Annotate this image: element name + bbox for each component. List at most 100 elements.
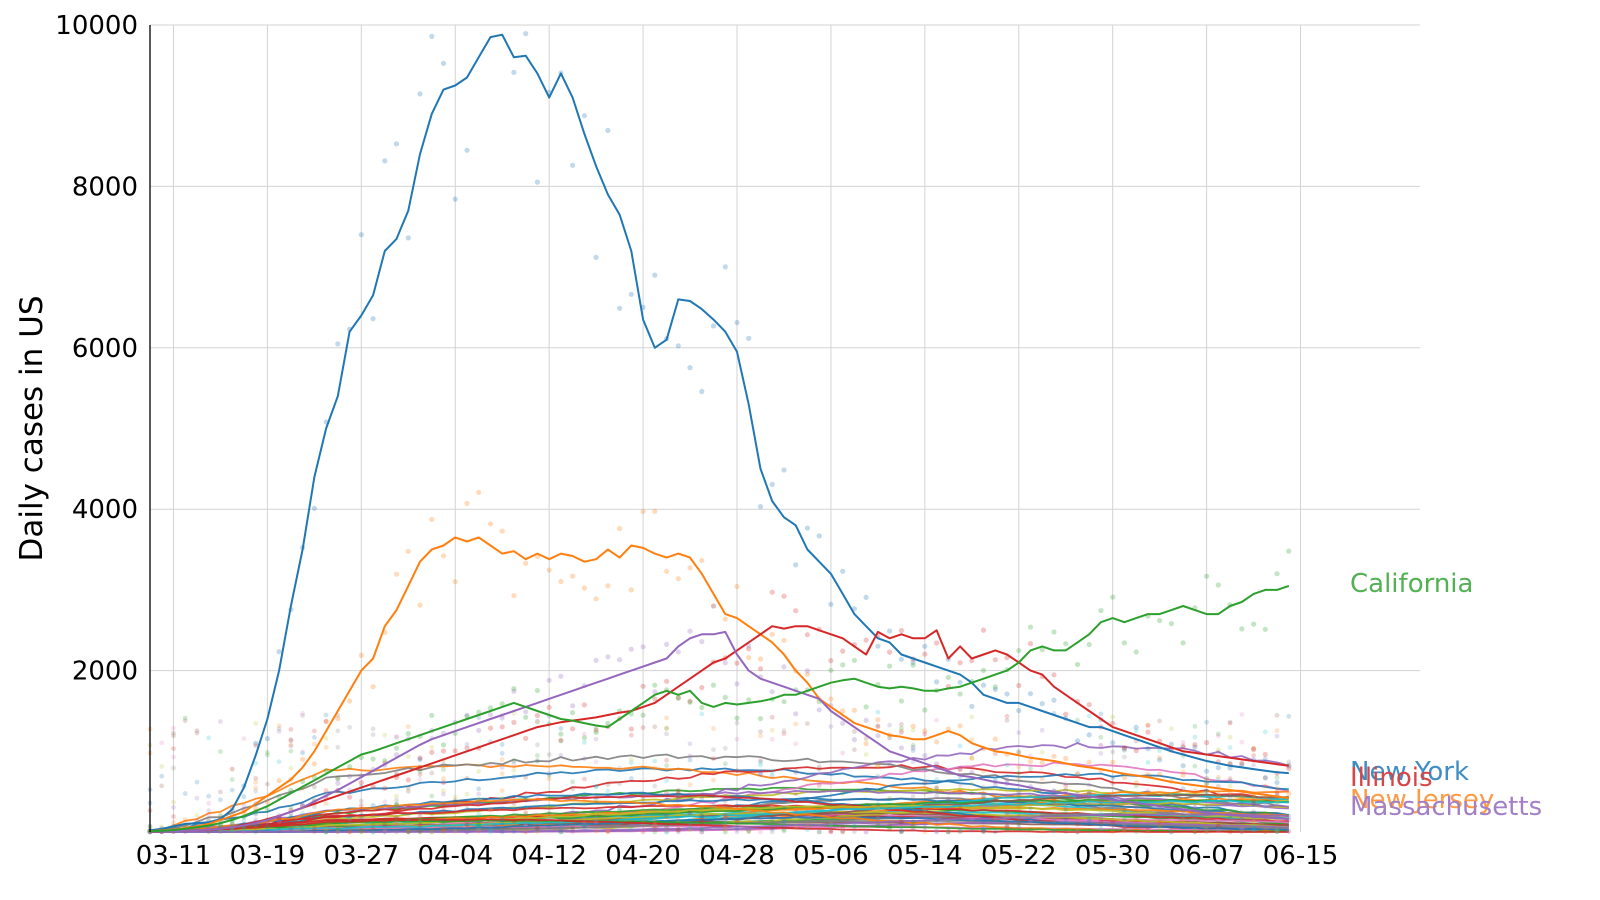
data-point (488, 827, 493, 833)
x-tick-labels: 03-11 03-19 03-27 04-04 04-12 04-20 04-28 05-06… (136, 841, 1339, 871)
x-tick-label: 05-30 (1075, 841, 1151, 871)
series-line-illinois (150, 625, 1289, 833)
data-point (1204, 781, 1209, 787)
data-point (922, 807, 928, 812)
data-point (229, 821, 235, 827)
data-point (910, 800, 916, 806)
data-point (758, 818, 763, 823)
data-point (429, 744, 435, 750)
data-point (640, 795, 646, 801)
data-point (1215, 747, 1221, 753)
data-point (1110, 775, 1116, 781)
data-point (1039, 760, 1045, 766)
y-tick-labels: 2000 4000 6000 8000 10000 (55, 11, 138, 687)
data-point (934, 828, 939, 834)
data-point (488, 829, 493, 835)
data-point (405, 828, 411, 834)
data-point (722, 264, 728, 270)
data-point (687, 565, 693, 571)
data-point (699, 704, 705, 711)
data-point (992, 657, 998, 663)
data-point (1039, 794, 1045, 800)
data-point (863, 704, 869, 710)
data-point (863, 752, 869, 757)
data-point (405, 829, 411, 835)
data-point (1016, 820, 1022, 826)
data-point (558, 738, 564, 744)
data-point (887, 649, 893, 655)
data-point (523, 709, 529, 715)
data-point (1110, 791, 1116, 797)
data-point (394, 822, 399, 828)
data-point (487, 521, 494, 527)
data-point (945, 798, 951, 803)
data-point (1274, 789, 1280, 795)
data-point (171, 746, 176, 751)
data-point (440, 553, 447, 559)
data-point (159, 764, 165, 769)
data-point (981, 828, 986, 833)
data-point (1063, 829, 1069, 834)
data-point (476, 823, 482, 829)
data-point (487, 705, 494, 711)
data-point (793, 608, 799, 614)
data-point (1063, 783, 1069, 789)
data-point (1239, 739, 1245, 745)
data-point (675, 817, 681, 823)
data-point (957, 829, 963, 835)
data-point (875, 802, 881, 807)
data-point (1051, 798, 1057, 804)
data-point (535, 794, 540, 799)
data-point (1180, 815, 1186, 820)
data-point (652, 689, 658, 695)
data-point (1039, 776, 1045, 782)
data-point (722, 790, 728, 796)
data-point (664, 763, 669, 768)
data-point (934, 813, 939, 819)
data-point (1157, 718, 1162, 724)
data-point (358, 816, 364, 821)
data-point (194, 728, 200, 733)
data-point (922, 707, 928, 713)
data-point (253, 826, 259, 832)
x-tick-label: 04-12 (511, 841, 587, 871)
data-point (464, 823, 470, 828)
state-series-line (149, 813, 1289, 833)
data-point (605, 827, 611, 833)
data-point (370, 316, 376, 322)
data-point (675, 576, 681, 582)
data-point (1063, 817, 1069, 823)
data-point (1063, 788, 1069, 794)
data-point (1016, 648, 1022, 654)
data-point (957, 783, 963, 788)
data-point (370, 826, 376, 832)
data-point (605, 127, 611, 134)
data-point (1251, 753, 1256, 758)
data-point (1145, 820, 1151, 826)
data-point (253, 721, 259, 726)
data-point (265, 824, 270, 829)
data-point (1274, 728, 1280, 734)
data-point (899, 819, 904, 825)
data-point (276, 649, 282, 655)
end-label-massachusetts: Massachusetts (1350, 792, 1542, 822)
data-point (793, 741, 799, 747)
data-point (499, 742, 505, 747)
data-point (570, 573, 576, 579)
data-point (1215, 733, 1221, 739)
data-point (218, 828, 223, 834)
data-point (593, 596, 599, 602)
data-point (687, 757, 693, 763)
y-tick-label: 6000 (72, 334, 138, 364)
data-point (652, 682, 658, 688)
data-point (1004, 824, 1010, 829)
data-point (640, 725, 646, 730)
data-point (969, 714, 975, 720)
data-point (1227, 815, 1233, 821)
data-point (488, 806, 493, 812)
data-point (1110, 714, 1116, 720)
data-point (1075, 829, 1080, 835)
data-point (335, 775, 341, 781)
data-point (605, 829, 611, 834)
data-point (499, 817, 505, 823)
